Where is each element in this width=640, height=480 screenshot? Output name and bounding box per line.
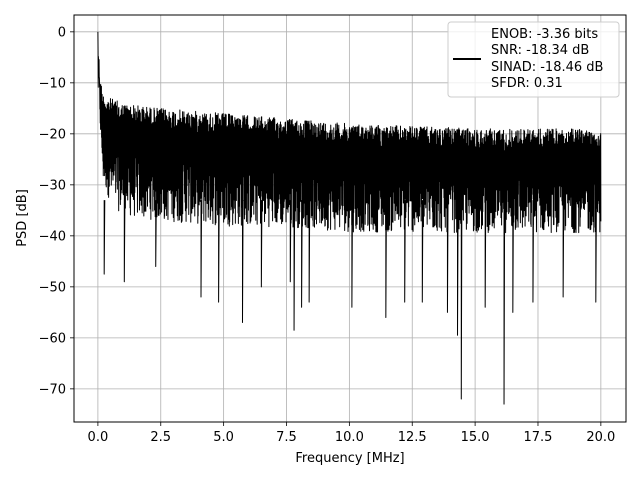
y-tick-label: −60 xyxy=(39,331,66,346)
y-tick-label: −20 xyxy=(39,127,66,142)
x-tick-label: 15.0 xyxy=(461,430,490,445)
y-tick-label: −30 xyxy=(39,178,66,193)
x-tick-label: 12.5 xyxy=(398,430,427,445)
legend-text-sfdr: SFDR: 0.31 xyxy=(491,76,563,91)
series-layer xyxy=(97,31,602,405)
x-tick-label: 20.0 xyxy=(586,430,615,445)
legend-text-enob: ENOB: -3.36 bits xyxy=(491,27,598,42)
legend-box xyxy=(447,21,620,98)
x-tick-label: 17.5 xyxy=(524,430,553,445)
x-axis: 0.0 2.5 5.0 7.5 10.0 12.5 15.0 17.5 20.0 xyxy=(88,422,615,445)
y-tick-label: 0 xyxy=(58,25,66,40)
legend-text-sinad: SINAD: -18.46 dB xyxy=(491,60,603,75)
x-tick-label: 5.0 xyxy=(213,430,234,445)
x-axis-label: Frequency [MHz] xyxy=(295,451,404,466)
y-axis: 0 −10 −20 −30 −40 −50 −60 −70 xyxy=(39,25,74,397)
y-tick-label: −50 xyxy=(39,280,66,295)
y-tick-label: −10 xyxy=(39,76,66,91)
y-tick-label: −40 xyxy=(39,229,66,244)
y-tick-label: −70 xyxy=(39,382,66,397)
y-axis-label: PSD [dB] xyxy=(15,189,30,247)
x-tick-label: 0.0 xyxy=(88,430,109,445)
psd-series-line xyxy=(97,31,602,405)
x-tick-label: 2.5 xyxy=(150,430,171,445)
legend-text-snr: SNR: -18.34 dB xyxy=(491,43,589,58)
legend: ENOB: -3.36 bits SNR: -18.34 dB SINAD: -… xyxy=(447,21,620,98)
x-tick-label: 7.5 xyxy=(276,430,297,445)
x-tick-label: 10.0 xyxy=(335,430,364,445)
plot-frame xyxy=(73,14,627,423)
